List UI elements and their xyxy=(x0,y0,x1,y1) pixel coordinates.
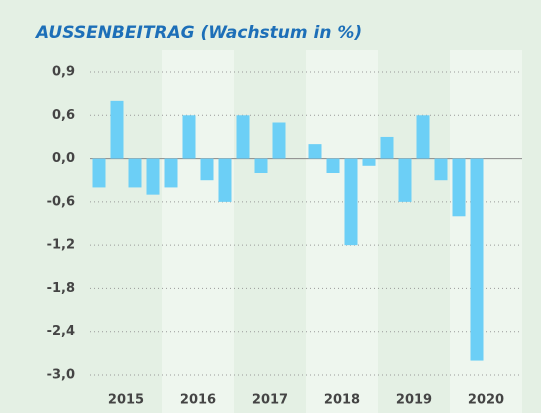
year-band xyxy=(234,50,306,413)
y-tick-label: -0,6 xyxy=(47,194,75,209)
bar xyxy=(92,158,106,188)
year-band xyxy=(306,50,378,413)
y-tick-label: -1,2 xyxy=(47,238,75,253)
bar xyxy=(200,158,214,181)
bar xyxy=(416,115,430,159)
x-group-label: 2020 xyxy=(468,393,504,408)
y-tick-label: -1,8 xyxy=(47,281,75,296)
y-tick-label: -2,4 xyxy=(47,324,75,339)
bar xyxy=(128,158,142,188)
x-group-label: 2016 xyxy=(180,393,216,408)
y-tick-label: 0,0 xyxy=(52,151,75,166)
chart-title: AUSSENBEITRAG (Wachstum in %) xyxy=(34,23,362,43)
bar xyxy=(470,158,484,361)
year-band xyxy=(90,50,162,413)
bar xyxy=(218,158,232,202)
bar xyxy=(182,115,196,159)
x-group-label: 2017 xyxy=(252,393,288,408)
bar xyxy=(164,158,178,188)
bar xyxy=(380,136,394,159)
x-group-label: 2015 xyxy=(108,393,144,408)
year-band xyxy=(162,50,234,413)
year-band xyxy=(378,50,450,413)
y-tick-label: -3,0 xyxy=(47,368,75,383)
bar xyxy=(236,115,250,159)
bar xyxy=(434,158,448,181)
bar xyxy=(308,144,322,159)
y-tick-label: 0,9 xyxy=(52,65,75,80)
bar xyxy=(326,158,340,173)
bar xyxy=(344,158,358,246)
year-band xyxy=(450,50,522,413)
bar xyxy=(362,158,376,166)
bar xyxy=(398,158,412,202)
x-group-label: 2019 xyxy=(396,393,432,408)
bar xyxy=(110,100,124,159)
bar xyxy=(146,158,160,195)
bar xyxy=(254,158,268,173)
bar xyxy=(452,158,466,217)
x-group-label: 2018 xyxy=(324,393,360,408)
bar xyxy=(272,122,286,159)
y-tick-label: 0,6 xyxy=(52,108,75,123)
